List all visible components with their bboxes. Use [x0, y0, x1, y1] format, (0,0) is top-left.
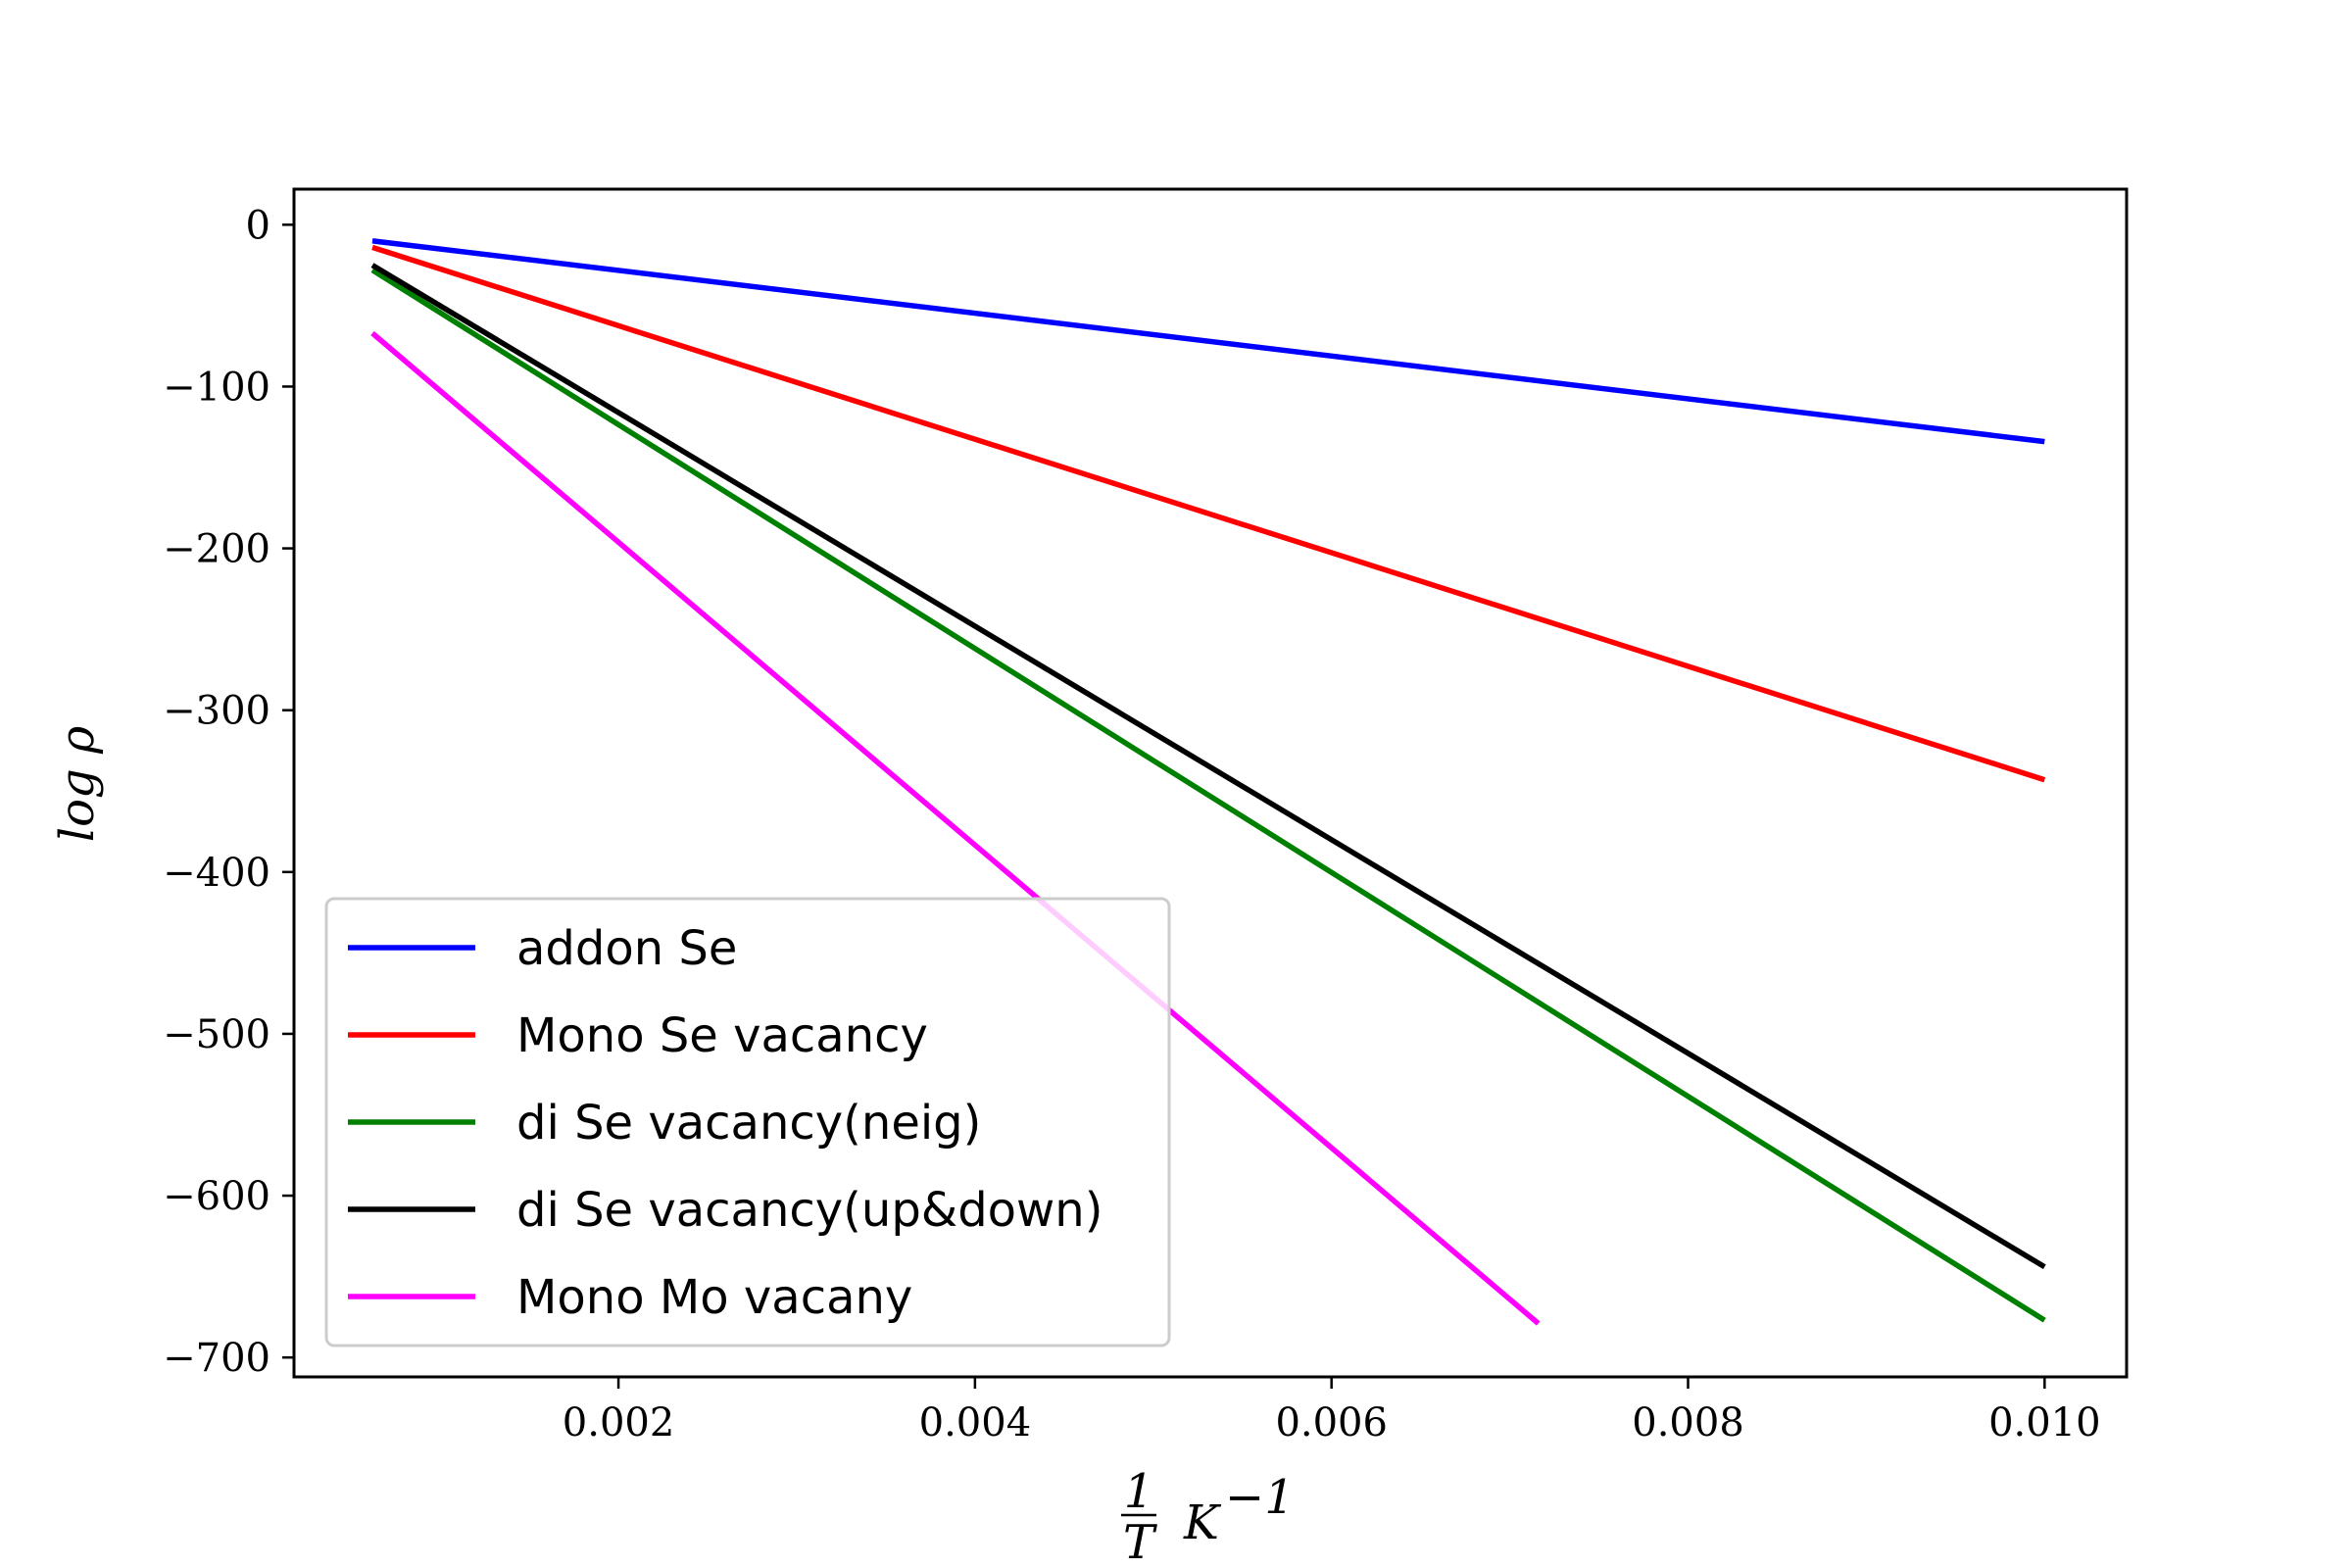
legend-label-1: Mono Se vacancy: [516, 1008, 928, 1063]
y-tick-label: −700: [163, 1336, 270, 1381]
y-tick-label: −500: [163, 1012, 270, 1057]
legend-label-4: Mono Mo vacany: [516, 1270, 912, 1325]
y-axis-ticks: 0 −100 −200 −300 −400 −500 −600 −700: [163, 203, 294, 1381]
series-line-0: [371, 238, 2045, 445]
series-line-1: [371, 244, 2046, 783]
x-label-unit: K: [1183, 1495, 1222, 1550]
series-line-4: [370, 330, 1541, 1326]
plot-lines: [370, 238, 2046, 1326]
x-label-denominator: T: [1123, 1515, 1157, 1568]
x-tick-label: 0.006: [1275, 1400, 1388, 1446]
legend: addon Se Mono Se vacancy di Se vacancy(nei…: [324, 897, 1171, 1348]
legend-label-3: di Se vacancy(up&down): [516, 1183, 1102, 1238]
x-label-unit-exponent: −1: [1225, 1470, 1295, 1525]
legend-label-0: addon Se: [516, 921, 737, 976]
x-tick-label: 0.004: [919, 1400, 1032, 1446]
y-tick-label: −300: [163, 689, 270, 734]
x-tick-label: 0.010: [1988, 1400, 2101, 1446]
y-tick-label: −400: [163, 851, 270, 896]
y-tick-label: 0: [246, 203, 270, 248]
y-tick-label: −200: [163, 527, 270, 572]
y-axis-label: log ρ: [50, 726, 105, 842]
y-tick-label: −100: [163, 365, 270, 410]
legend-label-2: di Se vacancy(neig): [516, 1096, 981, 1151]
legend-items: addon Se Mono Se vacancy di Se vacancy(nei…: [348, 921, 1102, 1325]
legend-box: [324, 897, 1171, 1348]
x-tick-label: 0.008: [1632, 1400, 1744, 1446]
x-axis-ticks: 0.002 0.004 0.006 0.008 0.010: [563, 1377, 2101, 1446]
series-line-3: [370, 263, 2046, 1270]
plot-frame: [292, 187, 2129, 1379]
y-tick-label: −600: [163, 1174, 270, 1219]
x-axis-label: 1 T K −1: [1121, 1464, 1295, 1568]
x-tick-label: 0.002: [563, 1400, 675, 1446]
series-line-2: [370, 268, 2046, 1323]
x-label-numerator: 1: [1124, 1464, 1154, 1519]
